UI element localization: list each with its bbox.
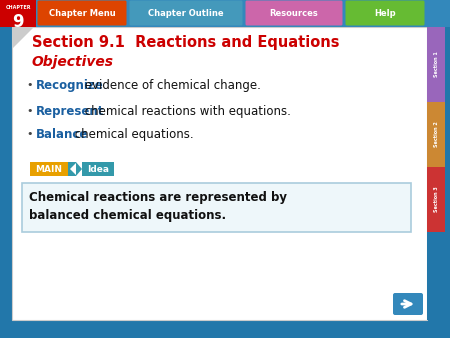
Text: Section 1: Section 1 bbox=[433, 51, 438, 77]
Polygon shape bbox=[68, 162, 82, 176]
FancyBboxPatch shape bbox=[82, 162, 114, 176]
Text: Resources: Resources bbox=[270, 9, 319, 18]
Text: •: • bbox=[27, 129, 33, 139]
FancyBboxPatch shape bbox=[12, 27, 427, 320]
Text: 9: 9 bbox=[12, 13, 24, 31]
Text: evidence of chemical change.: evidence of chemical change. bbox=[81, 79, 261, 92]
Text: Chapter Menu: Chapter Menu bbox=[49, 9, 115, 18]
FancyBboxPatch shape bbox=[393, 293, 423, 315]
FancyBboxPatch shape bbox=[246, 0, 342, 25]
Polygon shape bbox=[12, 27, 34, 49]
Text: Balance: Balance bbox=[36, 128, 88, 141]
Text: Chapter Outline: Chapter Outline bbox=[148, 9, 224, 18]
Text: chemical equations.: chemical equations. bbox=[71, 128, 194, 141]
Text: Recognize: Recognize bbox=[36, 79, 104, 92]
Text: Objectives: Objectives bbox=[32, 55, 114, 69]
Text: Idea: Idea bbox=[87, 165, 109, 173]
Text: Section 3: Section 3 bbox=[433, 186, 438, 212]
FancyBboxPatch shape bbox=[0, 0, 450, 27]
FancyBboxPatch shape bbox=[22, 183, 411, 232]
Text: chemical reactions with equations.: chemical reactions with equations. bbox=[81, 105, 291, 118]
Text: Section 2: Section 2 bbox=[433, 121, 438, 147]
FancyBboxPatch shape bbox=[0, 0, 36, 27]
Text: Help: Help bbox=[374, 9, 396, 18]
FancyBboxPatch shape bbox=[346, 0, 424, 25]
FancyBboxPatch shape bbox=[427, 102, 445, 167]
FancyBboxPatch shape bbox=[427, 27, 445, 102]
FancyBboxPatch shape bbox=[30, 162, 68, 176]
Text: CHAPTER: CHAPTER bbox=[5, 5, 31, 10]
Text: Represent: Represent bbox=[36, 105, 104, 118]
Text: Section 9.1  Reactions and Equations: Section 9.1 Reactions and Equations bbox=[32, 35, 339, 50]
FancyBboxPatch shape bbox=[427, 167, 445, 232]
FancyBboxPatch shape bbox=[130, 0, 243, 25]
Text: •: • bbox=[27, 106, 33, 116]
FancyBboxPatch shape bbox=[37, 0, 126, 25]
Text: MAIN: MAIN bbox=[36, 165, 63, 173]
FancyBboxPatch shape bbox=[427, 27, 445, 320]
Text: •: • bbox=[27, 80, 33, 90]
Polygon shape bbox=[70, 163, 76, 175]
Text: Chemical reactions are represented by
balanced chemical equations.: Chemical reactions are represented by ba… bbox=[29, 191, 287, 222]
